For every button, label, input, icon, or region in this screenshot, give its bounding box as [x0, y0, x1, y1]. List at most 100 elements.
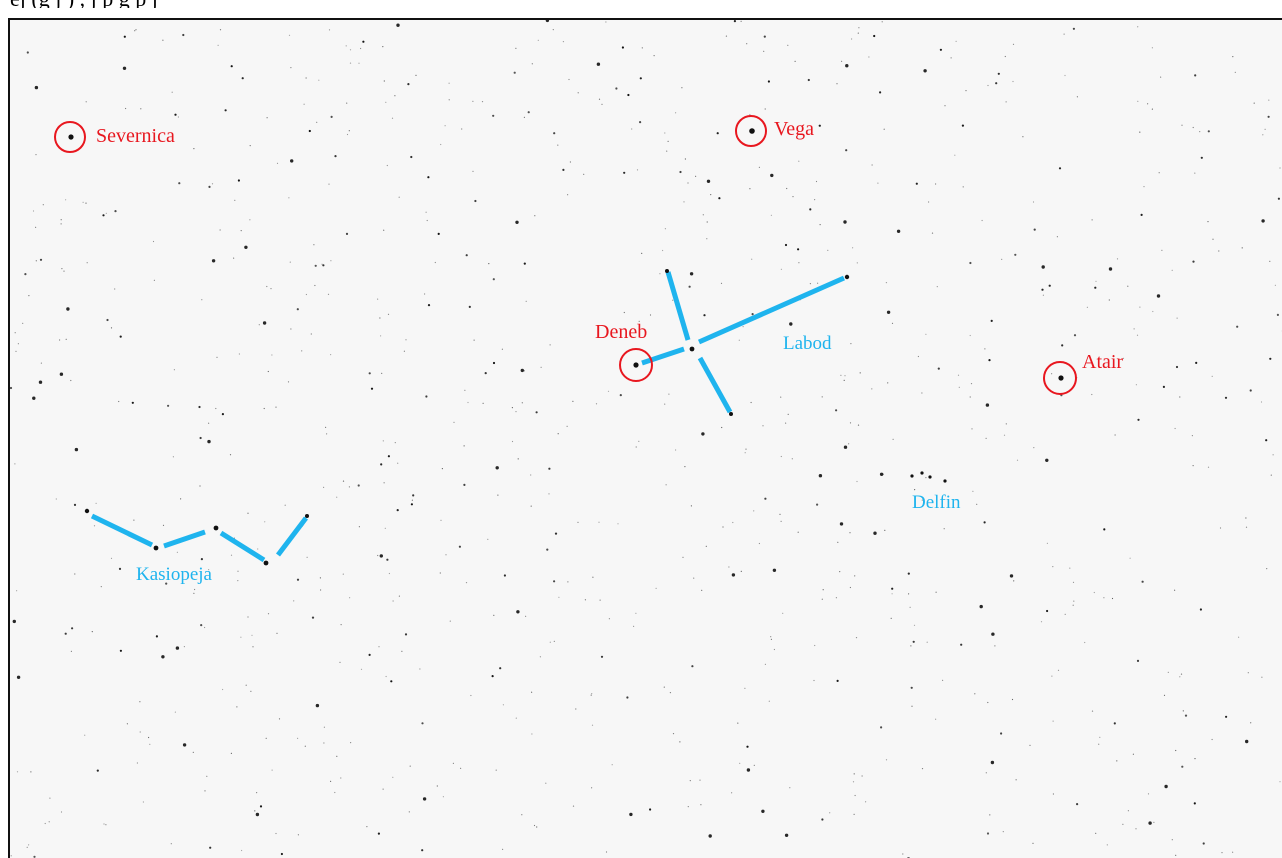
background-star — [118, 400, 120, 403]
background-star — [1158, 172, 1160, 174]
background-star — [883, 128, 885, 130]
background-star — [379, 554, 383, 558]
background-star — [204, 790, 206, 792]
background-star — [843, 220, 847, 224]
background-star — [568, 78, 570, 81]
background-star — [230, 554, 233, 556]
background-star — [974, 693, 976, 695]
background-star — [419, 668, 421, 670]
background-star — [935, 183, 937, 185]
background-star — [200, 624, 203, 627]
background-star — [770, 636, 772, 638]
background-star — [1052, 566, 1054, 568]
background-star — [530, 474, 532, 476]
labod-star-top — [665, 269, 669, 273]
background-star — [437, 232, 440, 235]
background-star — [241, 77, 244, 80]
background-star — [740, 570, 742, 573]
background-star — [672, 299, 674, 301]
background-star — [26, 51, 29, 54]
background-star — [382, 440, 384, 442]
background-star — [55, 498, 57, 500]
background-star — [1174, 427, 1176, 430]
background-star — [649, 808, 652, 811]
background-star — [841, 60, 843, 62]
background-star — [523, 370, 526, 372]
background-star — [925, 333, 927, 335]
background-star — [323, 742, 325, 744]
background-star — [639, 77, 642, 80]
background-star — [567, 581, 569, 583]
background-star — [1135, 828, 1137, 830]
background-star — [177, 116, 179, 118]
background-star — [308, 129, 311, 133]
background-star — [845, 64, 849, 68]
background-star — [1041, 265, 1045, 269]
background-star — [328, 183, 330, 185]
background-star — [995, 82, 998, 85]
background-star — [495, 466, 499, 470]
background-star — [24, 273, 27, 276]
background-star — [381, 372, 383, 374]
background-star — [345, 232, 349, 235]
background-star — [193, 592, 195, 595]
background-star — [1073, 600, 1075, 602]
background-star — [1061, 344, 1064, 347]
background-star — [105, 824, 107, 826]
background-star — [230, 65, 233, 68]
background-star — [230, 752, 232, 755]
background-star — [865, 801, 867, 803]
background-star — [1175, 749, 1177, 752]
background-star — [201, 299, 203, 301]
background-star — [690, 505, 693, 507]
background-star — [349, 597, 351, 599]
background-star — [385, 675, 387, 678]
background-star — [1192, 260, 1195, 263]
kasiopeja-line-3 — [219, 530, 266, 563]
background-star — [891, 593, 893, 595]
background-star — [366, 826, 368, 828]
background-star — [969, 334, 971, 337]
background-star — [819, 224, 821, 226]
background-star — [1086, 306, 1088, 308]
background-star — [525, 615, 527, 617]
background-star — [139, 731, 141, 733]
background-star — [809, 208, 812, 211]
background-star — [848, 443, 850, 445]
background-star — [199, 485, 201, 487]
background-star — [314, 284, 316, 287]
background-star — [1048, 284, 1051, 287]
background-star — [794, 60, 796, 63]
background-star — [1175, 854, 1177, 856]
background-star — [32, 396, 36, 400]
background-star — [885, 282, 888, 284]
background-star — [222, 688, 224, 691]
background-star — [334, 791, 336, 794]
labod-line-wing-right — [697, 275, 846, 345]
background-star — [182, 33, 185, 37]
background-star — [1148, 821, 1152, 825]
background-star — [1046, 542, 1048, 545]
background-star — [890, 617, 892, 619]
background-star — [567, 194, 569, 196]
background-star — [770, 638, 773, 641]
background-star — [583, 173, 585, 175]
background-star — [345, 45, 347, 47]
background-star — [738, 339, 740, 341]
background-star — [662, 249, 664, 252]
background-star — [396, 23, 400, 27]
background-star — [91, 631, 93, 633]
background-star — [348, 130, 350, 132]
background-star — [241, 849, 243, 852]
background-star — [401, 650, 403, 652]
background-star — [641, 47, 643, 49]
background-star — [558, 596, 560, 598]
background-star — [427, 176, 430, 179]
background-star — [266, 117, 268, 119]
background-star — [584, 599, 587, 601]
background-star — [142, 801, 144, 803]
background-star — [681, 87, 683, 89]
background-star — [761, 809, 765, 813]
background-star — [753, 764, 755, 767]
background-stars — [10, 20, 1282, 858]
